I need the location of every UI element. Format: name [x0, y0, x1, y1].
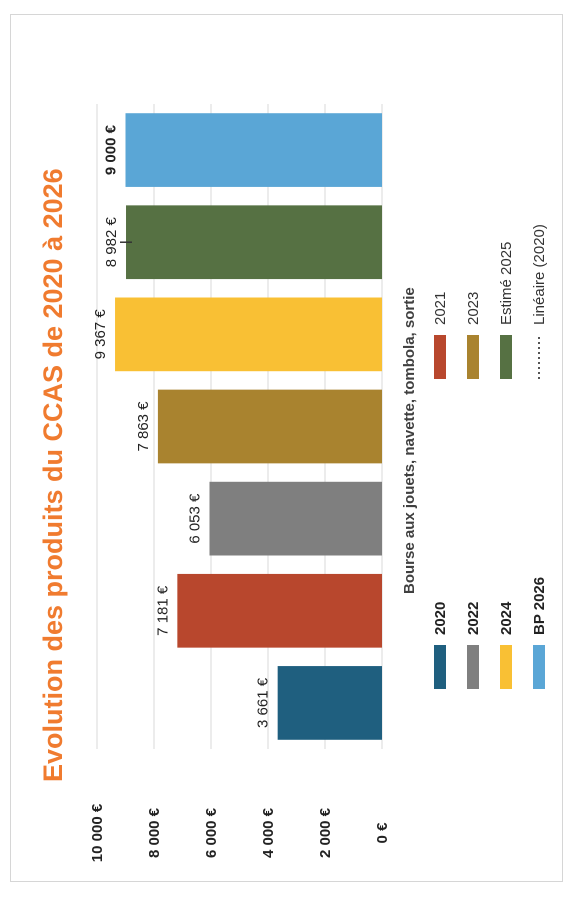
- legend-swatch: [434, 645, 446, 689]
- legend-swatch: [500, 335, 512, 379]
- legend-swatch: [500, 645, 512, 689]
- bar-2021: [177, 573, 382, 648]
- y-tick-label: 2 000 €: [317, 807, 334, 858]
- value-label: 9 367 €: [92, 309, 109, 360]
- y-tick-label: 4 000 €: [260, 807, 277, 858]
- bar-2024: [115, 297, 382, 372]
- bar-2020: [277, 666, 382, 740]
- chart-subtitle: Bourse aux jouets, navette, tombola, sor…: [401, 287, 418, 594]
- legend: 2020 2021 2022 2023 2024 Estimé 2025 BP 2026 Li…: [432, 224, 548, 689]
- bar-2023: [157, 389, 382, 464]
- bars: [115, 113, 382, 740]
- legend-swatch: [533, 645, 545, 689]
- bar-bp-2026: [125, 113, 382, 187]
- y-axis-tick-labels: 0 € 2 000 € 4 000 € 6 000 € 8 000 € 10 000 €: [89, 803, 391, 862]
- y-tick-label: 6 000 €: [203, 807, 220, 858]
- legend-label: 2021: [432, 292, 449, 325]
- value-label: 3 661 €: [255, 677, 272, 728]
- legend-label: 2024: [498, 601, 515, 635]
- legend-label: 2023: [465, 292, 482, 325]
- bar-estimé-2025: [126, 205, 382, 280]
- value-label: 9 000 €: [103, 124, 120, 175]
- y-tick-label: 10 000 €: [89, 803, 106, 862]
- value-label: 8 982 €: [103, 217, 120, 268]
- value-labels: 3 661 € 7 181 € 6 053 € 7 863 € 9 367 € 8 982…: [92, 124, 272, 728]
- legend-swatch: [467, 335, 479, 379]
- legend-label: Linéaire (2020): [531, 224, 548, 325]
- y-tick-label: 8 000 €: [146, 807, 163, 858]
- value-label: 7 181 €: [154, 585, 171, 636]
- chart-title: Evolution des produits du CCAS de 2020 à…: [38, 168, 68, 782]
- legend-swatch: [434, 335, 446, 379]
- legend-label: 2022: [465, 602, 482, 635]
- value-label: 7 863 €: [135, 401, 152, 452]
- legend-label: Estimé 2025: [498, 242, 515, 325]
- legend-label: BP 2026: [531, 577, 548, 635]
- legend-swatch: [467, 645, 479, 689]
- legend-label: 2020: [432, 602, 449, 635]
- value-label: 6 053 €: [186, 493, 203, 544]
- y-tick-label: 0 €: [374, 822, 391, 844]
- bar-2022: [209, 481, 382, 556]
